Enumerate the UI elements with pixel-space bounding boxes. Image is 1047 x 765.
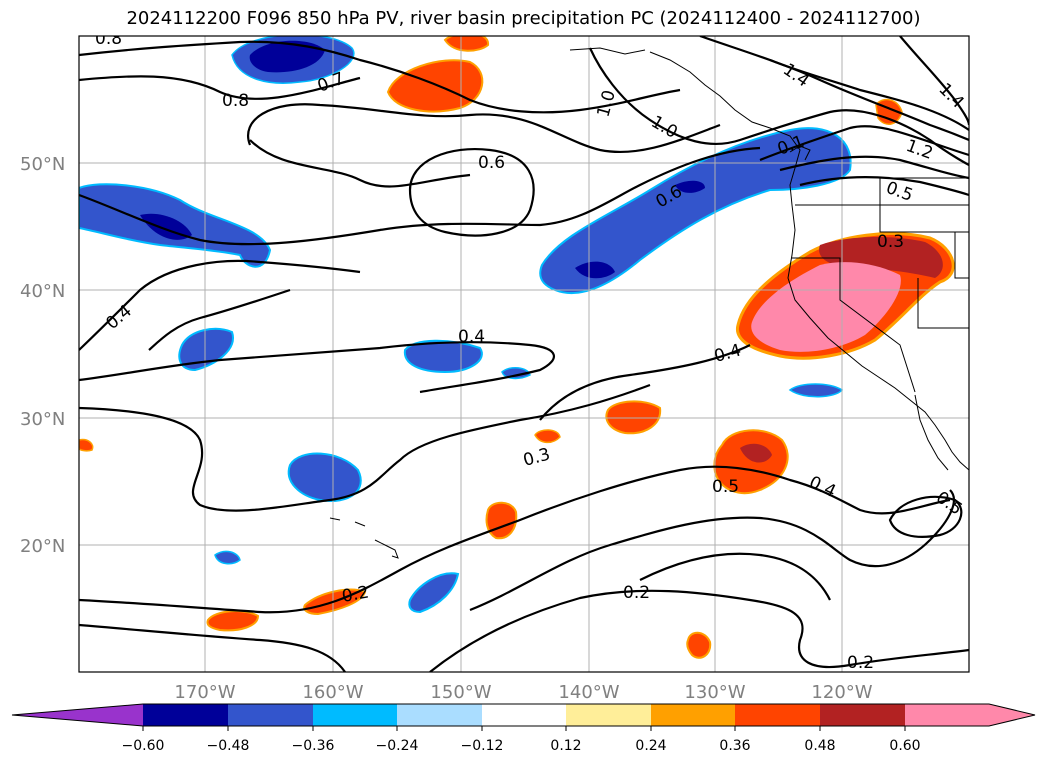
colorbar-tick: −0.60 <box>122 738 165 754</box>
shade-orange-s7 <box>534 429 561 444</box>
contour-label: 0.3 <box>877 232 904 252</box>
lon-label: 130°W <box>684 682 745 703</box>
colorbar-swatch <box>143 704 228 726</box>
shade-blue-small5 <box>214 550 241 565</box>
shade-orange-w <box>79 438 94 452</box>
colorbar-extend-right <box>989 704 1035 726</box>
colorbar-swatch <box>820 704 905 726</box>
pv-contours <box>79 36 969 672</box>
colorbar: −0.60 −0.48 −0.36 −0.24 −0.12 0.12 0.24 … <box>11 703 1036 754</box>
colorbar-tick: 0.24 <box>635 738 666 754</box>
contour-label: 0.2 <box>847 653 874 673</box>
lat-labels: 50°N 40°N 30°N 20°N <box>20 154 65 557</box>
lat-label: 30°N <box>20 409 65 430</box>
colorbar-swatch <box>482 704 566 726</box>
shade-blue-small4 <box>408 572 460 614</box>
lon-label: 140°W <box>558 682 619 703</box>
shade-orange-s2 <box>713 429 789 495</box>
shade-orange-north2 <box>443 36 489 52</box>
colorbar-tick: 0.48 <box>804 738 835 754</box>
colorbar-tick: 0.60 <box>889 738 920 754</box>
colorbar-extend-left <box>12 704 143 726</box>
colorbar-swatch <box>566 704 651 726</box>
shade-pink-california <box>751 262 901 352</box>
colorbar-swatch <box>905 704 989 726</box>
colorbar-tick: −0.24 <box>376 738 419 754</box>
contour-label: 0.2 <box>340 583 370 607</box>
colorbar-swatch <box>651 704 735 726</box>
shade-blue-small2 <box>403 339 483 374</box>
lat-label: 40°N <box>20 281 65 302</box>
shade-navy-nw <box>249 40 325 73</box>
colorbar-tick: −0.36 <box>292 738 335 754</box>
lon-label: 120°W <box>811 682 872 703</box>
lon-label: 150°W <box>430 682 491 703</box>
colorbar-tick: −0.12 <box>461 738 504 754</box>
lat-label: 50°N <box>20 154 65 175</box>
shade-orange-north <box>386 59 484 113</box>
shade-darkred-s2 <box>740 443 772 463</box>
shade-navy-band2 <box>675 180 705 193</box>
colorbar-swatch <box>228 704 313 726</box>
shade-navy-band1 <box>575 261 615 279</box>
lon-label: 160°W <box>302 682 363 703</box>
lon-labels: 170°W 160°W 150°W 140°W 130°W 120°W <box>174 682 872 703</box>
shade-orange-s3 <box>485 501 518 540</box>
lon-label: 170°W <box>174 682 235 703</box>
map-title: 2024112200 F096 850 hPa PV, river basin … <box>126 8 921 29</box>
shade-orange-s1 <box>605 400 662 435</box>
colorbar-swatch <box>313 704 397 726</box>
lat-label: 20°N <box>20 536 65 557</box>
contour-label: 0.6 <box>478 153 505 173</box>
shade-blue-small3 <box>287 452 362 502</box>
contour-label: 0.5 <box>712 477 739 497</box>
contour-label: 0.8 <box>222 91 249 111</box>
colorbar-tick: −0.48 <box>207 738 250 754</box>
contour-label: 0.4 <box>458 327 485 347</box>
shade-orange-s4 <box>686 631 712 659</box>
colorbar-tick: 0.36 <box>719 738 750 754</box>
map-frame <box>78 35 970 673</box>
shade-orange-s5 <box>206 610 260 632</box>
colorbar-swatch <box>397 704 482 726</box>
colorbar-swatch <box>735 704 820 726</box>
colorbar-tick: 0.12 <box>550 738 581 754</box>
coastlines <box>329 47 969 559</box>
contour-label: 0.8 <box>95 29 122 49</box>
contour-label: 0.2 <box>623 583 650 603</box>
shaded-areas <box>79 36 955 659</box>
